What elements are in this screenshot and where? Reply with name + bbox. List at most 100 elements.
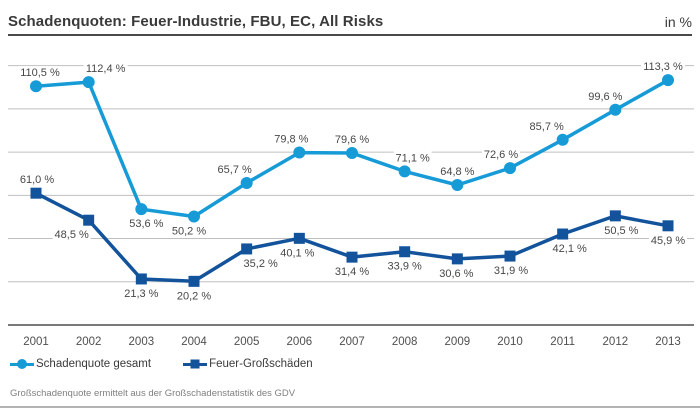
data-label-background [586, 89, 625, 102]
data-point-marker [135, 273, 147, 285]
data-label: 31,4 % [335, 266, 369, 278]
data-label: 48,5 % [55, 229, 89, 241]
data-point-marker [346, 146, 359, 159]
x-axis-label: 2006 [287, 336, 313, 348]
data-label-background [437, 266, 476, 279]
data-label-background [83, 62, 128, 75]
series-markers-0 [30, 74, 675, 223]
x-axis-label: 2009 [445, 336, 471, 348]
data-label: 72,6 % [484, 149, 518, 161]
data-point-marker [662, 74, 675, 87]
data-label: 113,3 % [643, 61, 683, 73]
data-label-background [333, 132, 372, 145]
data-point-marker [609, 210, 621, 222]
data-label: 50,5 % [604, 225, 638, 237]
data-label-background [550, 242, 589, 255]
legend-label-schadenquote-gesamt: Schadenquote gesamt [36, 358, 152, 370]
x-axis-label: 2013 [655, 336, 681, 348]
data-point-marker [188, 210, 201, 223]
x-axis-label: 2001 [23, 336, 49, 348]
data-label-background [649, 233, 688, 246]
data-label: 99,6 % [588, 91, 622, 103]
data-label: 85,7 % [530, 121, 564, 133]
data-label-background [215, 163, 254, 176]
data-point-marker [451, 253, 463, 265]
x-axis-label: 2004 [181, 336, 207, 348]
legend-item-feuer-grossschaeden: Feuer-Großschäden [183, 358, 313, 370]
data-label-background [122, 286, 161, 299]
data-label: 35,2 % [244, 258, 278, 270]
data-label: 50,2 % [172, 226, 206, 238]
data-label-background [175, 289, 214, 302]
data-label-background [333, 265, 372, 278]
data-label: 65,7 % [218, 164, 252, 176]
data-label-background [272, 132, 311, 145]
data-label-background [18, 66, 62, 79]
data-point-marker [135, 203, 148, 216]
data-label: 21,3 % [124, 288, 158, 300]
data-label: 42,1 % [553, 243, 587, 255]
data-label: 45,9 % [651, 235, 685, 247]
data-label-background [527, 119, 566, 132]
data-label-background [52, 228, 91, 241]
x-axis-label: 2010 [497, 336, 523, 348]
data-point-marker [398, 165, 411, 178]
legend-label-feuer-grossschaeden: Feuer-Großschäden [209, 358, 313, 370]
data-label-background [241, 256, 280, 269]
x-axis-label: 2007 [339, 336, 365, 348]
data-label: 110,5 % [20, 67, 60, 79]
data-label: 53,6 % [129, 218, 163, 230]
data-point-marker [30, 187, 42, 199]
data-label: 40,1 % [280, 247, 314, 259]
data-point-marker [504, 250, 516, 262]
data-label-background [602, 223, 641, 236]
data-point-marker [662, 220, 674, 232]
data-point-marker [399, 246, 411, 258]
legend-circle-marker-icon [10, 362, 34, 366]
series-markers-1 [30, 187, 674, 287]
x-axis-label: 2005 [234, 336, 260, 348]
data-point-marker [557, 228, 569, 240]
data-point-marker [30, 80, 42, 93]
chart-legend: Schadenquote gesamt Feuer-Großschäden [10, 357, 313, 371]
data-label-background [170, 224, 209, 237]
x-axis-label: 2002 [76, 336, 102, 348]
data-point-marker [556, 133, 569, 146]
legend-item-schadenquote-gesamt: Schadenquote gesamt [10, 358, 151, 370]
data-point-marker [188, 275, 200, 287]
legend-square-marker-icon [183, 362, 208, 366]
x-axis-label: 2003 [129, 336, 155, 348]
data-label-background [482, 148, 521, 161]
data-label-background [393, 151, 432, 164]
data-label: 112,4 % [86, 63, 126, 75]
line-chart: 2001 2002 2003 2004 2005 2006 2007 2008 2009 2010… [8, 60, 694, 348]
data-label: 20,2 % [177, 290, 211, 302]
data-label: 33,9 % [388, 261, 422, 273]
data-label: 79,8 % [274, 134, 308, 146]
data-label-background [385, 259, 424, 272]
data-label: 30,6 % [439, 268, 473, 280]
data-point-marker [346, 251, 358, 263]
data-point-marker [293, 146, 306, 159]
page-title: Schadenquoten: Feuer-Industrie, FBU, EC,… [8, 13, 384, 30]
data-point-marker [504, 162, 517, 175]
unit-label: in % [664, 14, 692, 30]
data-label-background [492, 264, 531, 277]
x-axis-label: 2012 [603, 336, 629, 348]
data-point-marker [240, 177, 253, 190]
x-axis-labels: 2001 2002 2003 2004 2005 2006 2007 2008 2009 2010… [23, 336, 681, 348]
data-point-marker [241, 243, 253, 255]
data-point-marker [293, 232, 305, 244]
data-label: 79,6 % [335, 134, 369, 146]
data-label-background [127, 217, 166, 230]
x-axis-label: 2008 [392, 336, 418, 348]
series-data-labels-1: 61,0 % 48,5 % 21,3 % 20,2 % 35,2 %40,1 % 31,4… [18, 173, 688, 302]
data-point-marker [451, 178, 464, 191]
data-label: 61,0 % [20, 174, 54, 186]
chart-header: Schadenquoten: Feuer-Industrie, FBU, EC,… [8, 0, 692, 36]
x-axis-label: 2011 [550, 336, 575, 348]
data-label: 71,1 % [396, 152, 430, 164]
source-note: Großschadenquote ermittelt aus der Großs… [10, 388, 296, 399]
series-data-labels-0: 110,5 % 112,4 % 53,6 % 50,2 % 65,7 % 79,8 % 79… [18, 60, 686, 238]
